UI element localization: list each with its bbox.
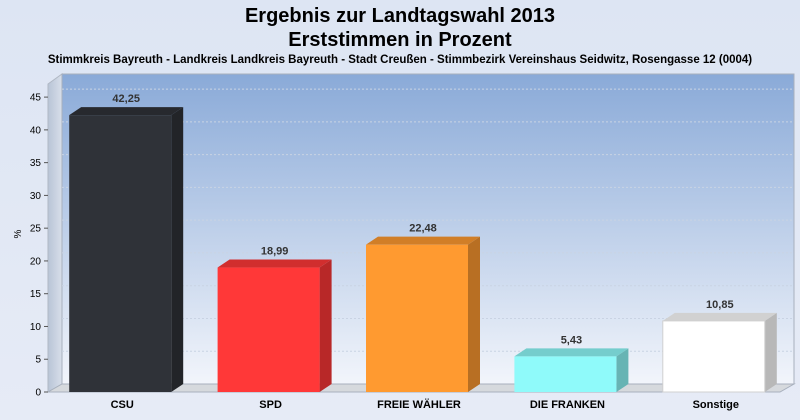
y-tick-label: 0 — [35, 388, 41, 399]
bar-side — [171, 107, 184, 393]
bar-top — [514, 348, 629, 357]
plot-side-wall — [47, 73, 63, 393]
y-tick-label: 30 — [30, 191, 42, 202]
bar-value-label: 10,85 — [706, 299, 734, 311]
x-tick-label: CSU — [111, 399, 134, 411]
bar-csu: 42,25 — [69, 93, 184, 393]
x-tick-label: SPD — [259, 399, 282, 411]
bar-side — [468, 236, 480, 392]
chart-title-line-2: Erststimmen in Prozent — [288, 29, 512, 51]
bar-freie-w-hler: 22,48 — [366, 223, 480, 392]
bar-top — [217, 259, 332, 268]
y-tick-label: 15 — [30, 289, 42, 300]
bar-die-franken: 5,43 — [514, 334, 629, 392]
bar-front — [217, 267, 320, 392]
bar-side — [319, 259, 332, 392]
y-tick-label: 10 — [30, 322, 42, 333]
x-tick-label: Sonstige — [693, 399, 739, 411]
y-tick-label: 40 — [30, 125, 42, 136]
bar-value-label: 22,48 — [409, 223, 437, 235]
bar-top — [662, 312, 777, 321]
bar-front — [366, 244, 468, 392]
chart-title-line-1: Ergebnis zur Landtagswahl 2013 — [244, 5, 556, 27]
bar-value-label: 5,43 — [561, 334, 582, 346]
x-tick-label: FREIE WÄHLER — [377, 398, 461, 411]
bar-front — [662, 320, 766, 393]
bar-sonstige: 10,85 — [662, 299, 777, 393]
bar-value-label: 18,99 — [261, 246, 289, 258]
y-tick-label: 5 — [35, 355, 41, 366]
y-tick-label: 20 — [30, 256, 42, 267]
y-tick-label: 45 — [30, 93, 42, 104]
bar-front — [69, 115, 172, 393]
y-tick-label: 35 — [30, 158, 42, 169]
bar-side — [616, 348, 629, 392]
x-tick-label: DIE FRANKEN — [530, 399, 605, 411]
bar-side — [764, 312, 777, 392]
bar-top — [366, 236, 480, 245]
chart-subtitle: Stimmkreis Bayreuth - Landkreis Landkrei… — [47, 54, 753, 66]
y-tick-label: 25 — [30, 224, 42, 235]
y-axis-label: % — [13, 229, 24, 238]
bar-front — [514, 356, 617, 392]
bar-value-label: 42,25 — [112, 93, 140, 105]
bar-spd: 18,99 — [217, 246, 332, 392]
bar-top — [69, 107, 184, 116]
chart-title: Ergebnis zur Landtagswahl 2013 Erststimm… — [0, 4, 800, 52]
